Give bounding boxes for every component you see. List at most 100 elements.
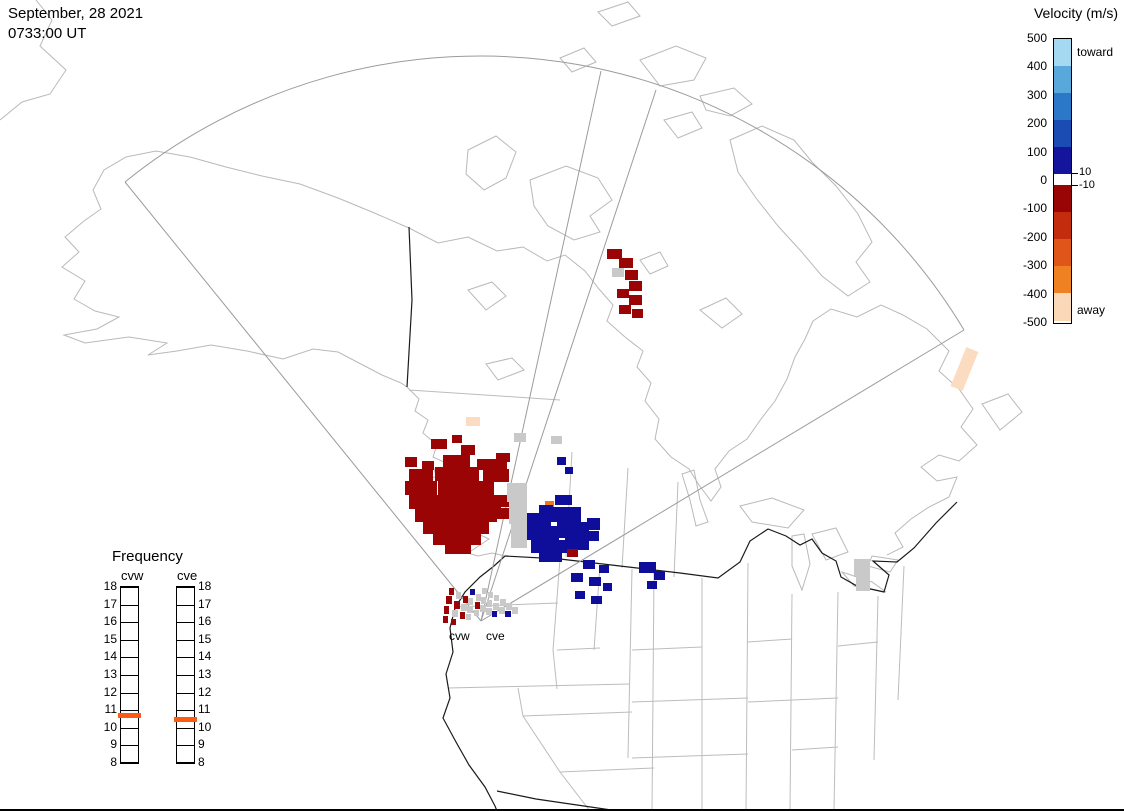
radar-data-cell [470, 589, 475, 595]
radar-data-cell [527, 526, 559, 540]
radar-data-cell [433, 534, 481, 545]
radar-data-cell [639, 562, 656, 573]
lake-michigan [791, 533, 811, 592]
radar-data-cell [487, 600, 492, 607]
radar-data-cell [514, 433, 526, 442]
frequency-tick-line [177, 745, 194, 747]
frequency-tick-label-right: 11 [198, 702, 211, 717]
radar-data-cell [539, 553, 562, 562]
radar-data-cell [468, 598, 473, 605]
radar-data-cell [461, 604, 467, 611]
radar-site-label-cvw: cvw [449, 629, 470, 643]
frequency-tick-line [121, 762, 138, 763]
border-line [651, 572, 655, 811]
radar-data-cell [511, 524, 527, 548]
frequency-bar-cvw [118, 586, 141, 764]
frequency-legend-title: Frequency [112, 548, 183, 565]
frequency-marker-cvw [118, 713, 141, 719]
radar-data-cell [557, 522, 589, 538]
frequency-tick-line [177, 762, 194, 763]
colorbar-tick-label: -200 [1022, 229, 1047, 244]
radar-data-cell [527, 513, 551, 526]
colorbar-toward-label: toward [1077, 45, 1114, 59]
colorbar-tick-label: -300 [1022, 258, 1047, 273]
colorbar-tick-label: 100 [1026, 144, 1047, 159]
radar-data-cell [443, 455, 470, 467]
border-line [747, 697, 839, 703]
frequency-tick-label-right: 16 [198, 614, 212, 629]
radar-data-cell [423, 522, 489, 534]
colorbar-segment [1054, 212, 1071, 239]
fan-range-arc [124, 55, 965, 331]
colorbar-segment [1054, 147, 1071, 174]
radar-data-cell [571, 573, 583, 582]
colorbar-segment [1054, 66, 1071, 93]
radar-data-cell [497, 508, 509, 519]
radar-data-cell [617, 289, 629, 298]
frequency-marker-cve [174, 717, 197, 722]
radar-data-cell [409, 495, 501, 509]
coast-chukotka [0, 0, 67, 121]
border-alaska-yukon [406, 226, 413, 388]
border-line [631, 646, 703, 651]
frequency-tick-line [121, 639, 138, 641]
frequency-tick-line [121, 604, 138, 606]
frequency-tick-line [121, 622, 138, 624]
radar-data-cell [505, 611, 511, 617]
coastlines [0, 0, 1023, 593]
frequency-tick-line [121, 727, 138, 729]
frequency-tick-line [121, 657, 138, 659]
island-melville [559, 47, 597, 73]
frequency-tick-label-right: 18 [198, 579, 212, 593]
frequency-tick-line [121, 710, 138, 712]
radar-data-cell [632, 309, 643, 318]
frequency-tick-label-left: 14 [103, 649, 117, 664]
border-line [631, 697, 749, 703]
radar-data-cell [445, 545, 471, 554]
frequency-tick-label-left: 13 [103, 667, 117, 681]
frequency-tick-line [121, 675, 138, 676]
fan-edge-mid-2 [480, 89, 657, 622]
radar-data-cell [452, 435, 462, 443]
frequency-tick-label-left: 17 [103, 596, 117, 611]
radar-data-cells [405, 249, 979, 625]
colorbar-segment [1054, 120, 1071, 147]
colorbar-tick-label: 0 [1040, 173, 1047, 187]
lake-winnipeg [681, 469, 709, 527]
frequency-tick-label-left: 18 [103, 579, 117, 593]
lake-superior [739, 497, 805, 529]
radar-data-cell [950, 347, 979, 391]
frequency-tick-label-left: 12 [103, 684, 117, 699]
fan-edge-right [480, 329, 965, 622]
frequency-tick-label-left: 9 [110, 737, 117, 752]
coast-us-west [442, 555, 506, 811]
radar-data-cell [415, 509, 497, 522]
radar-data-cell [507, 483, 527, 502]
radar-data-cell [496, 453, 510, 462]
radar-data-cell [551, 507, 581, 522]
radar-data-cell [474, 610, 479, 616]
country-borders [406, 226, 958, 811]
lake-great-slave [485, 357, 525, 381]
border-line [873, 595, 879, 761]
radar-data-cell [551, 436, 562, 444]
radar-data-cell [444, 606, 449, 614]
frequency-tick-label-right: 12 [198, 684, 212, 699]
radar-data-cell [493, 603, 499, 610]
island-devon [699, 87, 753, 117]
timestamp: September, 28 2021 0733:00 UT [8, 4, 143, 43]
frequency-tick-line [177, 692, 194, 694]
border-line [833, 591, 839, 811]
colorbar-tick-label: 500 [1026, 31, 1047, 45]
frequency-legend: Frequency cvw cve 18 18 17 17 16 16 15 15 14 14 13… [95, 548, 235, 788]
coast-hudson-bay-east [624, 304, 978, 556]
border-line [621, 467, 629, 569]
radar-data-cell [435, 467, 479, 481]
border-line [897, 565, 905, 701]
island-newfoundland [981, 393, 1023, 431]
colorbar-tick-label: -500 [1022, 315, 1047, 329]
frequency-column-cvw: cvw [121, 568, 144, 583]
frequency-tick-line [177, 675, 194, 676]
radar-data-cell [625, 270, 638, 280]
radar-data-cell [492, 611, 497, 617]
